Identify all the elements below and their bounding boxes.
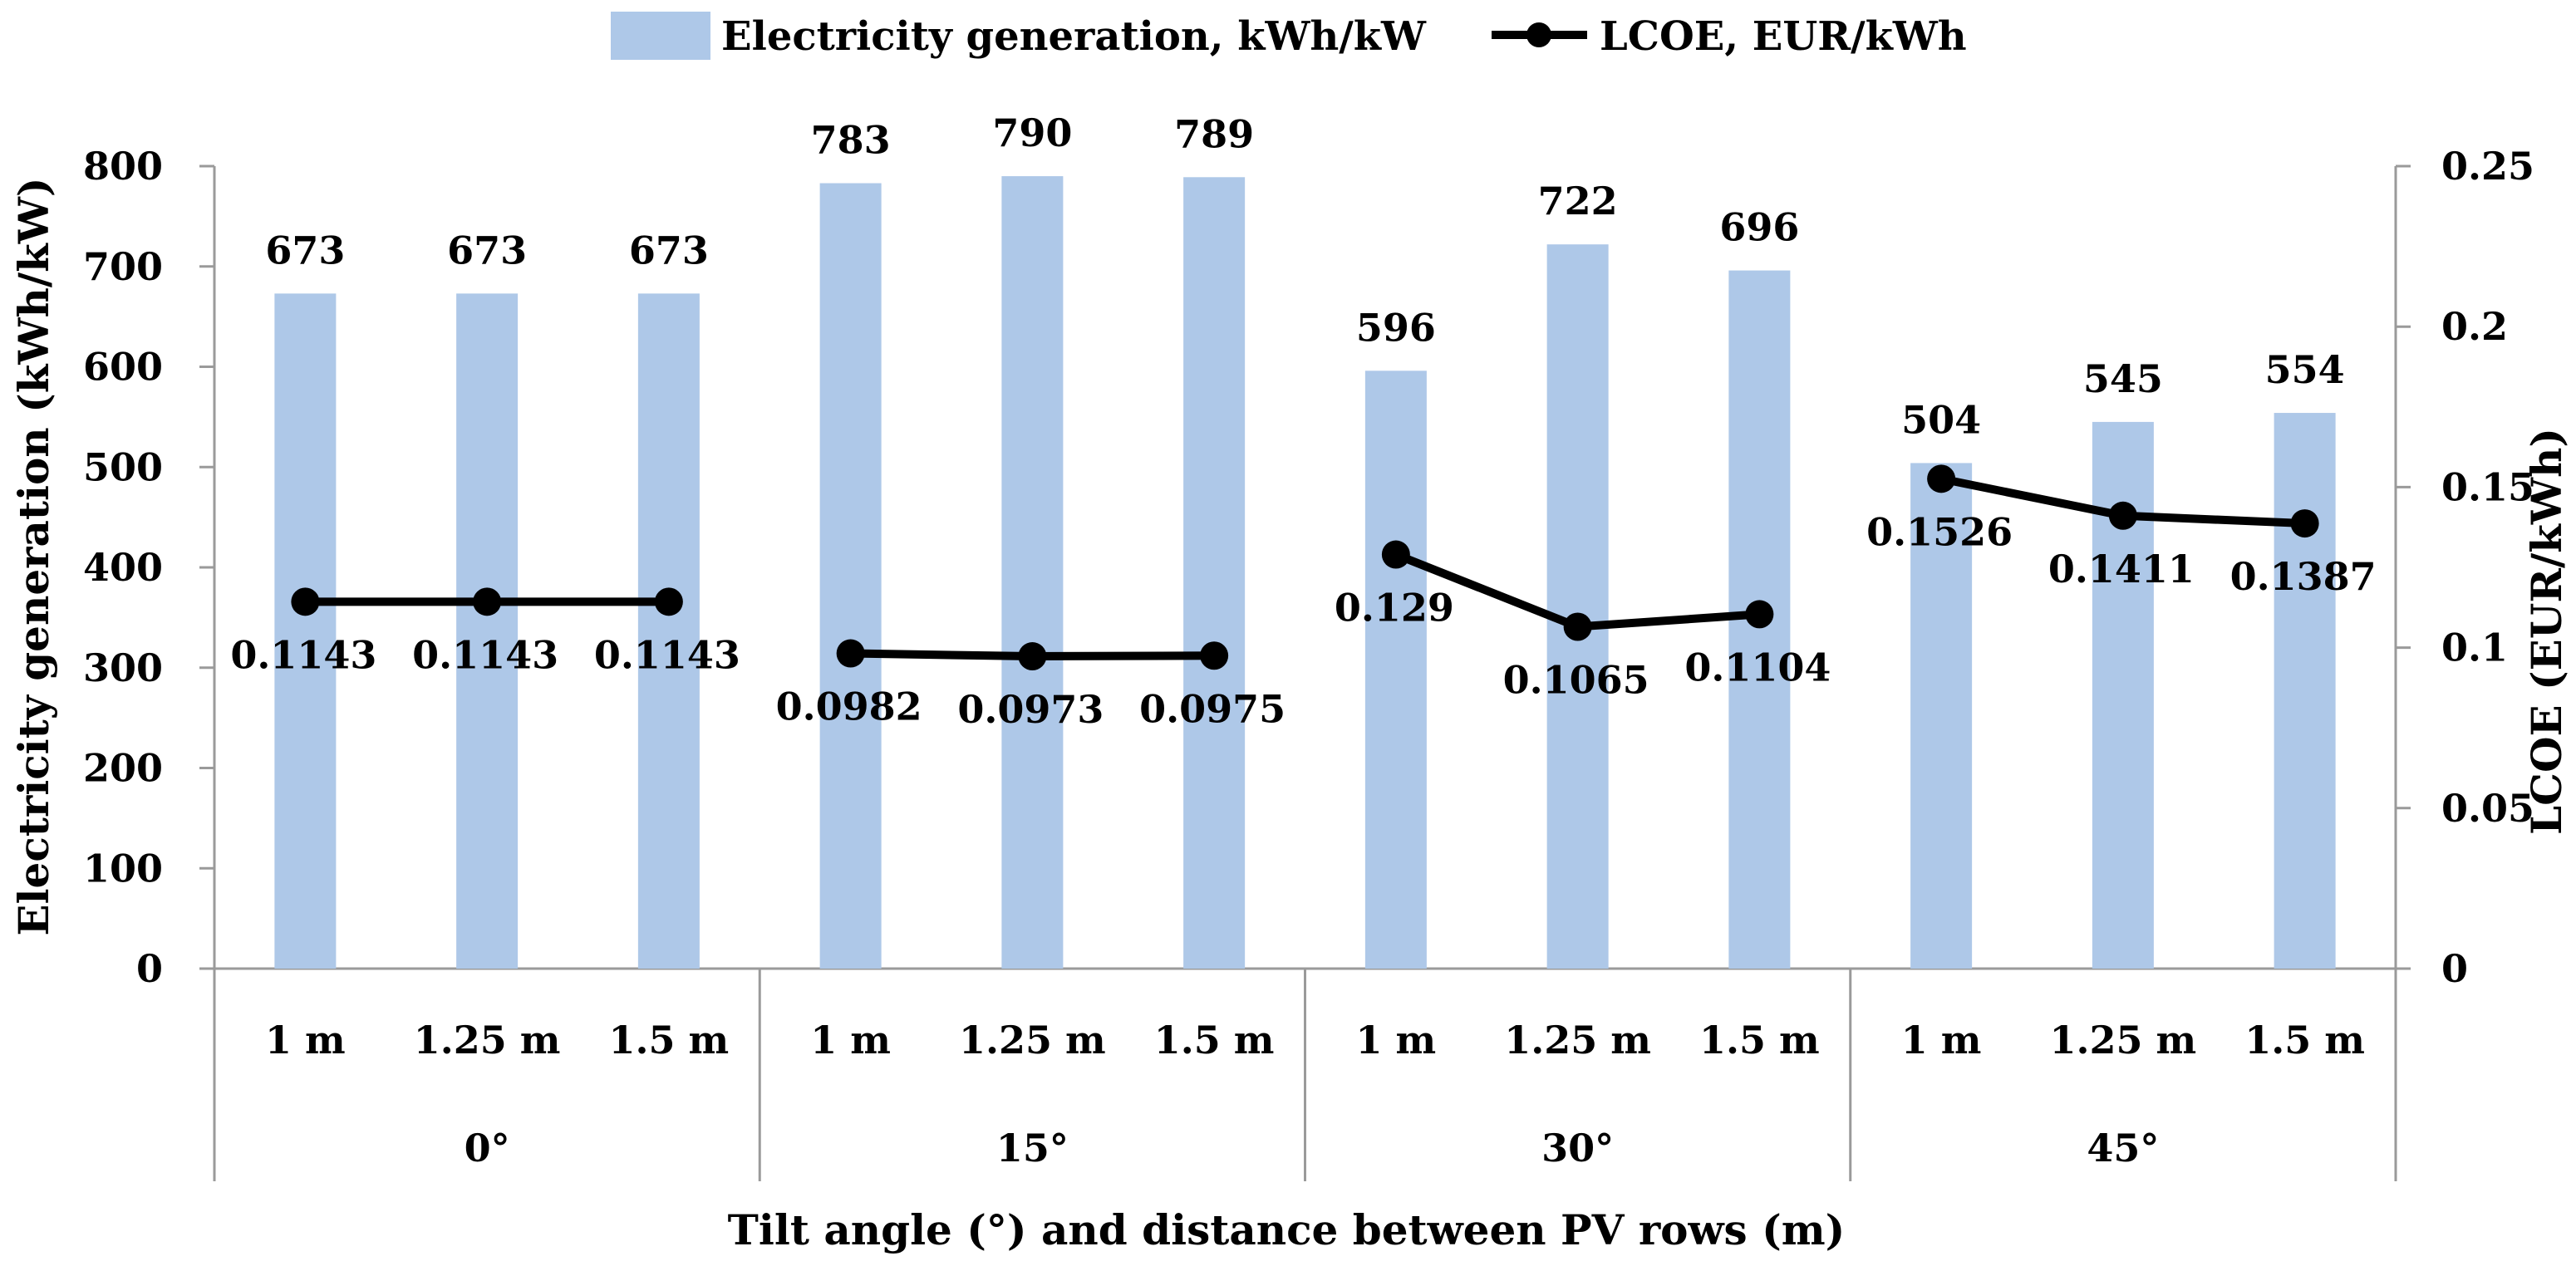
- bar: [1364, 370, 1427, 969]
- lcoe-value-label: 0.1104: [1684, 645, 1831, 689]
- y-tick-label: 200: [83, 746, 163, 791]
- y2-tick-label: 0.1: [2441, 626, 2508, 670]
- x-category-label: 1.5 m: [1699, 1018, 1820, 1062]
- bar-value-label: 673: [447, 228, 527, 272]
- lcoe-point: [291, 587, 320, 616]
- legend-line-marker: [1526, 22, 1551, 47]
- x-category-label: 1.25 m: [414, 1018, 561, 1062]
- bar: [1546, 244, 1609, 969]
- x-category-label: 1.5 m: [609, 1018, 730, 1062]
- x-group-label: 30°: [1541, 1126, 1614, 1170]
- bar: [1910, 463, 1973, 969]
- lcoe-point: [836, 639, 865, 668]
- y2-axis-title: LCOE (EUR/kWh): [2522, 428, 2571, 835]
- lcoe-point: [2290, 509, 2319, 538]
- y-tick-label: 500: [83, 444, 163, 489]
- lcoe-value-label: 0.1411: [2048, 547, 2195, 591]
- bar: [456, 293, 519, 969]
- y-tick-label: 300: [83, 645, 163, 690]
- bar: [819, 183, 882, 969]
- legend-line-label: LCOE, EUR/kWh: [1600, 13, 1967, 60]
- legend: Electricity generation, kWh/kW LCOE, EUR…: [611, 12, 1967, 60]
- y-tick-label: 100: [83, 846, 163, 891]
- bar-value-label: 596: [1356, 305, 1436, 350]
- bar-value-label: 722: [1538, 179, 1618, 223]
- x-category-label: 1.25 m: [959, 1018, 1106, 1062]
- bar-value-label: 504: [1901, 397, 1981, 442]
- y-tick-label: 0: [136, 946, 163, 991]
- y-tick-label: 400: [83, 545, 163, 590]
- bar: [637, 293, 700, 969]
- y2-tick-label: 0.05: [2441, 786, 2534, 831]
- lcoe-point: [473, 587, 502, 616]
- x-category-label: 1.5 m: [1154, 1018, 1275, 1062]
- bars: [274, 176, 2336, 969]
- lcoe-point: [2108, 501, 2137, 530]
- bar-value-label: 790: [992, 110, 1072, 155]
- bar-value-label: 545: [2083, 356, 2163, 401]
- y2-tick-label: 0.25: [2441, 144, 2534, 189]
- x-group-label: 45°: [2087, 1126, 2159, 1170]
- bar-value-label: 554: [2265, 347, 2345, 392]
- lcoe-value-label: 0.1143: [594, 632, 740, 677]
- lcoe-line-series: [291, 464, 2319, 671]
- x-axis-categories: 1 m 1.25 m 1.5 m 1 m 1.25 m 1.5 m 1 m 1.25 m 1.5…: [265, 1018, 2365, 1170]
- x-category-label: 1.25 m: [1504, 1018, 1651, 1062]
- lcoe-value-label: 0.0973: [957, 687, 1104, 732]
- y-axis-title: Electricity generation (kWh/kW): [9, 177, 58, 935]
- bar-value-label: 673: [265, 228, 345, 272]
- lcoe-point: [1018, 642, 1047, 671]
- x-category-label: 1 m: [265, 1018, 346, 1062]
- x-axis-title: Tilt angle (°) and distance between PV r…: [728, 1205, 1846, 1254]
- lcoe-point: [1381, 540, 1410, 569]
- lcoe-value-label: 0.1143: [412, 632, 558, 677]
- x-category-label: 1 m: [1356, 1018, 1437, 1062]
- lcoe-value-label: 0.1387: [2230, 554, 2377, 599]
- bar-value-label: 673: [629, 228, 709, 272]
- lcoe-point: [1927, 464, 1956, 493]
- bar-value-label: 783: [811, 118, 891, 163]
- x-category-label: 1.25 m: [2050, 1018, 2197, 1062]
- legend-bar-swatch: [611, 12, 710, 60]
- x-group-label: 0°: [465, 1126, 510, 1170]
- bar: [1183, 177, 1246, 969]
- line-labels: 0.1143 0.1143 0.1143 0.0982 0.0973 0.0975 0.12…: [230, 509, 2376, 732]
- bar-value-label: 789: [1174, 111, 1254, 156]
- y-tick-label: 700: [83, 244, 163, 289]
- bar-value-label: 696: [1719, 205, 1799, 250]
- lcoe-value-label: 0.0982: [776, 685, 922, 729]
- lcoe-value-label: 0.0975: [1139, 686, 1286, 731]
- x-category-label: 1 m: [810, 1018, 891, 1062]
- lcoe-value-label: 0.1143: [230, 632, 376, 677]
- lcoe-value-label: 0.1526: [1866, 509, 2013, 554]
- y2-axis-ticks: 0 0.05 0.1 0.15 0.2 0.25: [2396, 144, 2534, 991]
- lcoe-point: [1200, 641, 1229, 670]
- y-tick-label: 800: [83, 144, 163, 189]
- bar: [274, 293, 337, 969]
- y-axis-ticks: 0 100 200 300 400 500 600 700 800: [83, 144, 214, 991]
- x-category-label: 1 m: [1901, 1018, 1982, 1062]
- legend-bar-label: Electricity generation, kWh/kW: [721, 13, 1427, 60]
- x-group-label: 15°: [996, 1126, 1069, 1170]
- lcoe-point: [654, 587, 683, 616]
- y2-tick-label: 0.15: [2441, 464, 2534, 509]
- y2-tick-label: 0: [2441, 946, 2468, 991]
- bar: [2274, 413, 2336, 969]
- lcoe-value-label: 0.1065: [1503, 657, 1649, 702]
- y-tick-label: 600: [83, 345, 163, 390]
- bar: [1001, 176, 1064, 969]
- lcoe-value-label: 0.129: [1335, 586, 1454, 631]
- lcoe-point: [1563, 612, 1592, 641]
- x-category-label: 1.5 m: [2244, 1018, 2365, 1062]
- bar-labels: 673 673 673 783 790 789 596 722 696 504 545 554: [265, 110, 2344, 442]
- lcoe-point: [1745, 600, 1774, 629]
- y2-tick-label: 0.2: [2441, 304, 2508, 349]
